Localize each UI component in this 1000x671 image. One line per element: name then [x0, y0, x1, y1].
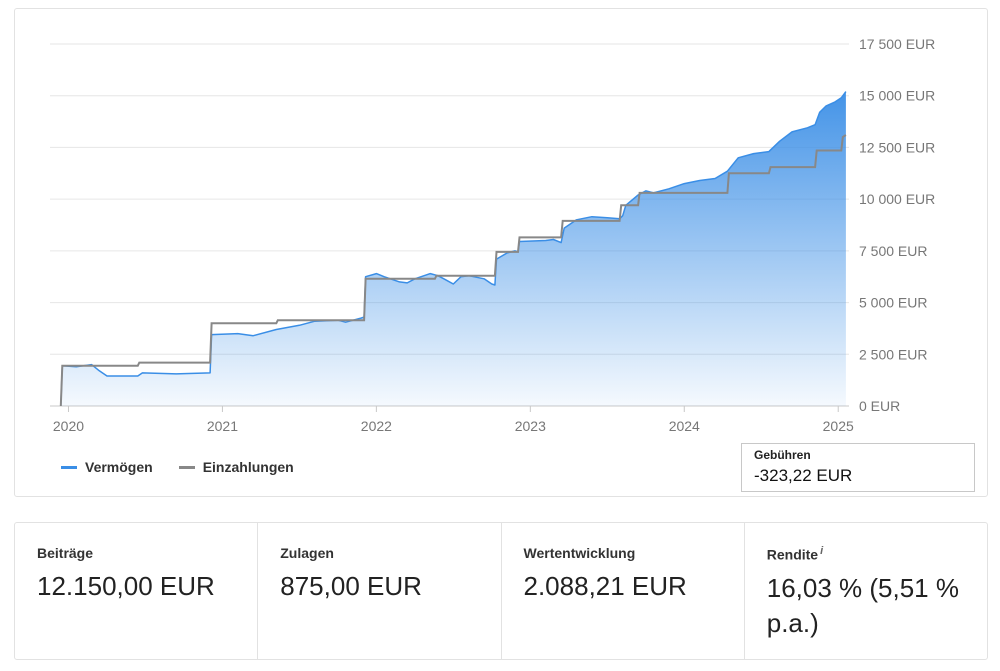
legend-item-vermoegen[interactable]: Vermögen: [61, 459, 153, 475]
legend-swatch-einzahlungen: [178, 465, 195, 469]
x-tick-label: 2022: [361, 418, 392, 434]
stat-value: 16,03 % (5,51 % p.a.): [766, 572, 959, 638]
y-tick-label: 10 000 EUR: [859, 191, 935, 207]
fees-label: Gebühren: [754, 448, 811, 462]
legend-label-einzahlungen: Einzahlungen: [202, 459, 294, 475]
portfolio-chart[interactable]: 0 EUR 2 500 EUR 5 000 EUR 7 500 EUR 10 000 E…: [15, 9, 989, 498]
stat-rendite: Rendite i 16,03 % (5,51 % p.a.): [745, 523, 987, 659]
y-tick-label: 15 000 EUR: [859, 88, 935, 104]
stat-value: 2.088,21 EUR: [523, 571, 687, 601]
stat-label: Zulagen: [280, 545, 334, 561]
stat-label-text: Rendite: [766, 546, 819, 563]
y-tick-label: 12 500 EUR: [859, 139, 935, 155]
legend: Vermögen Einzahlungen: [61, 459, 294, 475]
legend-label-vermoegen: Vermögen: [85, 459, 153, 475]
x-tick-label: 2024: [669, 418, 700, 434]
series-layer: [59, 91, 847, 407]
stat-label: Beiträge: [37, 545, 94, 561]
series-line-1: [59, 134, 847, 407]
y-tick-label: 7 500 EUR: [859, 243, 927, 259]
axis-labels: 0 EUR 2 500 EUR 5 000 EUR 7 500 EUR 10 000 E…: [53, 36, 935, 434]
y-tick-label: 5 000 EUR: [859, 295, 927, 311]
series-area-0: [60, 91, 846, 406]
stat-value: 12.150,00 EUR: [37, 571, 215, 601]
y-tick-label: 0 EUR: [859, 398, 900, 414]
y-tick-label: 17 500 EUR: [859, 36, 935, 52]
stat-label: Rendite i: [767, 545, 965, 563]
chart-card: 0 EUR 2 500 EUR 5 000 EUR 7 500 EUR 10 000 E…: [14, 8, 988, 497]
x-tick-label: 2023: [515, 418, 546, 434]
stat-value: 875,00 EUR: [280, 571, 422, 601]
stat-zulagen: Zulagen 875,00 EUR: [258, 523, 502, 659]
fees-tooltip: Gebühren -323,22 EUR: [741, 443, 975, 492]
y-tick-label: 2 500 EUR: [859, 346, 927, 362]
x-tick-label: 2020: [53, 418, 84, 434]
info-icon[interactable]: i: [820, 545, 824, 557]
stat-beitraege: Beiträge 12.150,00 EUR: [15, 523, 259, 659]
stat-wertentwicklung: Wertentwicklung 2.088,21 EUR: [502, 523, 745, 659]
x-tick-label: 2021: [207, 418, 238, 434]
stat-label: Wertentwicklung: [523, 545, 636, 561]
x-tick-label: 2025: [823, 418, 854, 434]
stats-panel: Beiträge 12.150,00 EUR Zulagen 875,00 EU…: [14, 522, 988, 660]
legend-item-einzahlungen[interactable]: Einzahlungen: [178, 459, 294, 475]
legend-swatch-vermoegen: [61, 465, 77, 469]
fees-value: -323,22 EUR: [754, 466, 853, 485]
